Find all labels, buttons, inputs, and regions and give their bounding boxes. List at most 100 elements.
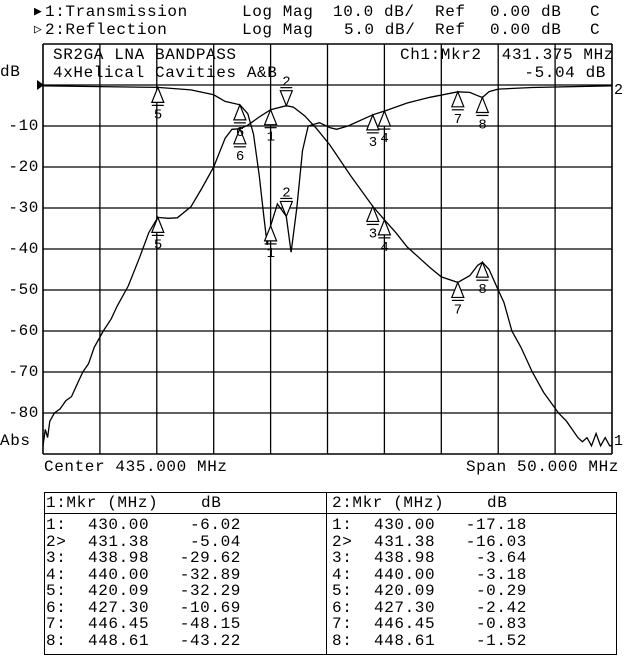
marker-table-ch2-id: 8: [332,631,353,650]
title-line-2: 4xHelical Cavities A&B [53,64,278,82]
marker-number: 2 [282,185,290,201]
ch1-format[interactable]: Log Mag [242,3,314,21]
ch2-scale[interactable]: 5.0 dB/ [344,21,416,39]
marker-1-ch1[interactable]: 1 [263,108,278,146]
ch2-format[interactable]: Log Mag [242,21,314,39]
marker-2-ch1[interactable]: 2 [279,75,294,108]
marker-number: 1 [267,130,275,146]
ch1-table-header-db: dB [201,494,222,512]
marker-table-ch1-freq: 427.30 [88,598,150,617]
marker-up-triangle-icon [365,204,380,223]
marker-down-triangle-icon [279,200,294,219]
marker-down-triangle-icon [279,90,294,108]
marker-number: 4 [380,240,388,256]
marker-table-ch1-freq: 431.38 [88,532,150,551]
marker-table-ch2-id: 6: [332,598,353,617]
ch2-table-header-db: dB [487,494,508,512]
marker-table-ch2-db: -17.18 [465,516,527,534]
marker-table-ch1-id: 1: [46,516,67,534]
marker-up-triangle-icon [377,109,392,127]
active-marker-frequency: 431.375 MHz [501,46,614,64]
ch2-indicator-icon: ▷ [34,22,43,37]
reference-position-arrow-icon [37,80,44,90]
marker-table-ch1-db: -5.04 [189,532,241,551]
marker-table-ch1-freq: 446.45 [88,615,150,633]
marker-4-ch1[interactable]: 4 [377,218,392,256]
marker-7-ch2[interactable]: 7 [450,90,465,128]
y-tick-label: -20 [8,158,39,176]
ch2-flag: C [590,21,601,39]
marker-up-triangle-icon [232,103,247,121]
ch2-ref-value[interactable]: 0.00 dB [490,21,562,39]
marker-table-ch2-freq: 446.45 [374,615,436,633]
y-tick-label: -60 [8,322,39,340]
ch1-ref-value[interactable]: 0.00 dB [490,3,562,21]
marker-number: 4 [380,131,388,147]
marker-table-ch2-freq: 430.00 [374,516,436,534]
span-frequency[interactable]: Span 50.000 MHz [465,458,619,476]
y-tick-label: -80 [8,404,39,422]
marker-2-ch2[interactable]: 2 [279,185,294,219]
marker-up-triangle-icon [263,224,278,242]
ch2-ref-label: Ref [435,21,466,39]
marker-up-triangle-icon [377,218,392,236]
marker-table-ch1-freq: 440.00 [88,565,150,584]
marker-table-ch2-db: -1.52 [475,631,527,650]
marker-table-ch1-db: -29.62 [179,549,241,567]
marker-number: 5 [154,107,162,123]
marker-up-triangle-icon [475,260,490,278]
marker-5-ch2[interactable]: 5 [150,85,165,123]
marker-table-ch1-id: 7: [46,615,67,633]
marker-table-ch1-id: 4: [46,565,67,584]
marker-table-ch1-freq: 438.98 [88,549,150,567]
ch2-label[interactable]: 2:Reflection [45,21,168,39]
marker-table-ch2-db: -0.29 [475,582,527,600]
marker-table-ch2-id: 3: [332,549,353,567]
marker-number: 6 [236,149,244,165]
marker-5-ch1[interactable]: 5 [150,215,165,253]
marker-6-ch1[interactable]: 6 [232,127,247,165]
ch1-label[interactable]: 1:Transmission [45,3,188,21]
marker-number: 6 [236,125,244,141]
marker-1-ch2[interactable]: 1 [263,224,278,262]
ch1-table-header-mkr: 1:Mkr (MHz) [46,494,159,512]
active-marker-value: -5.04 dB [524,64,606,82]
center-frequency[interactable]: Center 435.000 MHz [44,458,228,476]
marker-table-ch1-db: -48.15 [179,615,241,633]
marker-table-ch2-db: -3.18 [475,565,527,584]
marker-table-ch2-id: 4: [332,565,353,584]
marker-6-ch2[interactable]: 6 [232,103,247,141]
marker-table-ch1-freq: 420.09 [88,582,150,600]
marker-table-ch1-db: -6.02 [189,516,241,534]
marker-table-ch2-db: -3.64 [475,549,527,567]
marker-7-ch1[interactable]: 7 [450,280,465,318]
trace-ch2 [42,85,613,253]
marker-number: 5 [154,237,162,253]
marker-up-triangle-icon [475,95,490,114]
graticule [42,43,613,455]
marker-number: 8 [478,117,486,133]
marker-number: 7 [454,112,462,128]
marker-up-triangle-icon [150,85,165,103]
marker-table: 1:Mkr (MHz) dB 2:Mkr (MHz) dB 1: 430.00 -6… [44,492,617,655]
y-tick-label: -10 [8,117,39,135]
marker-table-ch2-freq: 448.61 [374,631,436,650]
trace-ch1 [42,105,612,448]
y-tick-label: -70 [8,363,39,381]
marker-8-ch1[interactable]: 8 [475,260,490,298]
marker-number: 3 [369,135,377,151]
title-line-1: SR2GA LNA BANDPASS [53,46,237,64]
marker-table-ch2-freq: 431.38 [374,532,436,551]
y-tick-label: -40 [8,240,39,258]
marker-3-ch1[interactable]: 3 [365,204,380,242]
marker-table-ch1-db: -10.69 [179,598,241,617]
ch1-scale[interactable]: 10.0 dB/ [333,3,415,21]
marker-3-ch2[interactable]: 3 [365,113,380,151]
marker-number: 1 [267,246,275,262]
marker-table-ch1-db: -32.29 [179,582,241,600]
marker-8-ch2[interactable]: 8 [475,95,490,133]
marker-4-ch2[interactable]: 4 [377,109,392,147]
marker-table-ch1-id: 5: [46,582,67,600]
marker-number: 8 [478,282,486,298]
